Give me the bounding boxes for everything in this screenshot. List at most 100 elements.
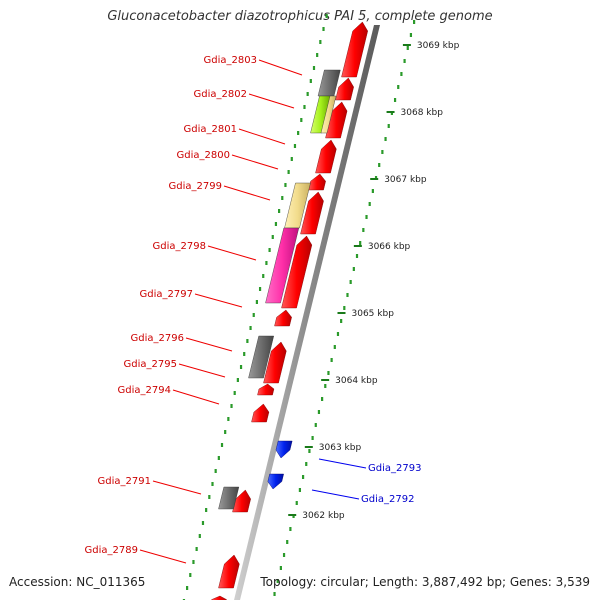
tick-label: 3064 kbp — [335, 376, 378, 386]
gc-dot — [286, 540, 289, 544]
gene-label[interactable]: Gdia_2802 — [194, 89, 247, 100]
gene-label[interactable]: Gdia_2798 — [153, 241, 206, 252]
gc-dot — [314, 423, 317, 427]
gc-dot — [327, 371, 330, 375]
gc-dot — [246, 339, 249, 343]
gc-dot — [198, 534, 201, 538]
label-leader-line — [311, 489, 360, 500]
gc-dot — [306, 92, 309, 96]
forward-gene — [281, 235, 313, 309]
gc-dot — [321, 397, 324, 401]
label-leader-line — [152, 480, 202, 495]
gc-dot — [282, 553, 286, 557]
gene-label[interactable]: Gdia_2797 — [140, 289, 193, 300]
gc-dot — [325, 14, 328, 18]
gc-dot — [227, 417, 230, 421]
gene-label[interactable]: Gdia_2791 — [98, 476, 151, 487]
gene-label[interactable]: Gdia_2801 — [184, 124, 237, 135]
gc-dot — [201, 521, 205, 525]
tick-label: 3066 kbp — [368, 242, 411, 252]
gc-dot — [381, 150, 384, 154]
tick-label: 3069 kbp — [417, 41, 460, 51]
forward-gene — [274, 309, 292, 327]
gc-dot — [295, 501, 298, 505]
gc-dot — [233, 391, 236, 395]
forward-gene — [257, 383, 275, 396]
backbone — [234, 25, 380, 600]
gene-block-gray — [317, 69, 341, 97]
forward-gene — [308, 173, 326, 191]
gc-dot — [243, 352, 246, 356]
gc-dot — [262, 274, 265, 278]
gene-label[interactable]: Gdia_2796 — [131, 333, 184, 344]
gc-dot — [336, 332, 340, 336]
gc-dot — [349, 280, 352, 284]
gc-dot — [230, 404, 233, 408]
label-leader-line — [207, 245, 257, 261]
forward-gene — [335, 77, 354, 101]
tick-label: 3068 kbp — [401, 108, 444, 118]
gc-dot — [413, 20, 416, 24]
gc-dot — [289, 527, 292, 531]
gc-dot — [195, 547, 198, 551]
gc-dot — [409, 33, 413, 37]
label-leader-line — [223, 185, 271, 201]
gc-dot — [290, 157, 293, 161]
gc-dot — [274, 222, 278, 226]
gc-dot — [287, 170, 290, 174]
gc-dot — [189, 573, 192, 577]
gc-dot — [205, 508, 208, 512]
gc-dot — [192, 560, 195, 564]
gc-dot — [214, 469, 217, 473]
gc-dot — [346, 293, 349, 297]
gene-labels: Gdia_2803 Gdia_2802 Gdia_2801 Gdia_2800 Gdia… — [85, 55, 421, 564]
gc-dot — [330, 358, 333, 362]
gene-label[interactable]: Gdia_2789 — [85, 545, 138, 556]
label-leader-line — [194, 293, 243, 308]
gc-dot — [359, 241, 362, 245]
gc-dot — [400, 72, 403, 76]
gc-dot — [268, 248, 271, 252]
gene-label[interactable]: Gdia_2793 — [368, 463, 421, 474]
gene-label[interactable]: Gdia_2800 — [177, 150, 230, 161]
gc-dot — [365, 215, 368, 219]
reverse-gene — [275, 440, 293, 459]
tick-label: 3062 kbp — [302, 511, 345, 521]
gc-dot — [239, 365, 243, 369]
gc-dot — [265, 261, 268, 265]
forward-gene — [251, 403, 270, 423]
gc-dot — [186, 586, 189, 590]
gene-label[interactable]: Gdia_2792 — [361, 494, 414, 505]
gc-dot — [384, 137, 387, 141]
gene-label[interactable]: Gdia_2794 — [118, 385, 171, 396]
label-leader-line — [185, 337, 233, 352]
gc-dot — [355, 254, 359, 258]
gc-dot — [393, 98, 397, 102]
gc-dot — [249, 326, 252, 330]
gc-dot — [211, 482, 214, 486]
gc-dot — [217, 456, 220, 460]
tick-label: 3065 kbp — [352, 309, 395, 319]
gc-dot — [220, 443, 224, 447]
gc-dot — [271, 235, 274, 239]
gc-dot — [340, 319, 343, 323]
gc-dot — [403, 59, 406, 63]
gc-dot — [279, 566, 282, 570]
gc-dot — [343, 306, 346, 310]
summary-text: Topology: circular; Length: 3,887,492 bp… — [260, 575, 590, 589]
gene-label[interactable]: Gdia_2803 — [204, 55, 257, 66]
forward-gene — [263, 341, 287, 384]
gc-dot — [368, 202, 371, 206]
gene-label[interactable]: Gdia_2799 — [169, 181, 222, 192]
forward-gene — [315, 139, 337, 174]
gc-dot — [308, 449, 311, 453]
gc-dot — [258, 287, 262, 291]
gc-dot — [406, 46, 409, 50]
gc-dot — [273, 592, 276, 596]
label-leader-line — [178, 363, 226, 378]
gc-dot — [303, 105, 306, 109]
gene-label[interactable]: Gdia_2795 — [124, 359, 177, 370]
gc-dot — [278, 209, 281, 213]
gc-dot — [397, 85, 400, 89]
gc-dot — [301, 475, 305, 479]
